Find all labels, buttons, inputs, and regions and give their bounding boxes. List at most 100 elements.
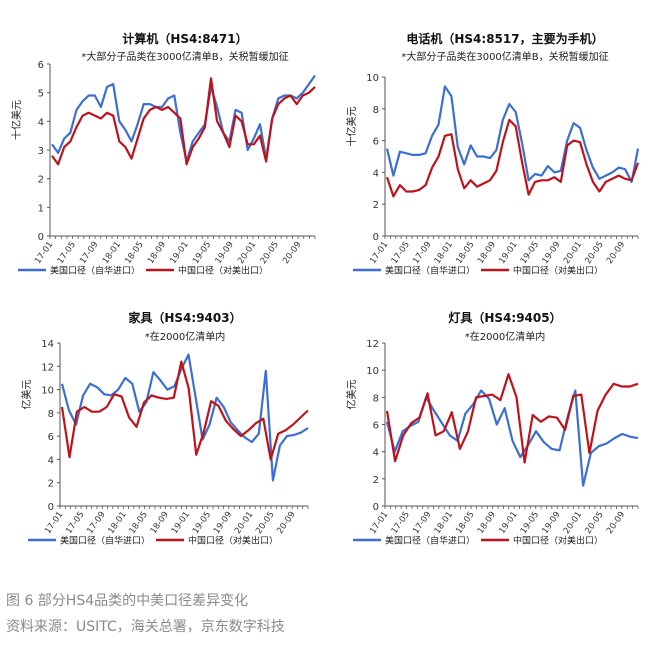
series-line-cn <box>60 360 309 461</box>
x-tick-label: 19-05 <box>191 240 213 266</box>
y-tick-label: 10 <box>41 386 54 397</box>
y-axis-label: 亿美元 <box>20 380 33 410</box>
x-tick-label: 20-09 <box>281 240 303 266</box>
x-tick-label: 19-01 <box>170 510 192 536</box>
x-tick-label: 20-05 <box>583 510 605 536</box>
x-tick-label: 20-05 <box>254 510 276 536</box>
legend-label: 中国口径（对美出口） <box>513 535 603 547</box>
x-tick-label: 18-05 <box>123 240 145 266</box>
y-tick-label: 0 <box>48 502 54 513</box>
series-line-cn <box>51 77 316 166</box>
x-tick-label: 20-09 <box>275 510 297 536</box>
x-tick-label: 19-01 <box>497 510 519 536</box>
legend-label: 中国口径（对美出口） <box>188 535 278 547</box>
x-tick-label: 19-09 <box>214 240 236 266</box>
y-tick-label: 3 <box>38 146 44 157</box>
x-tick-label: 18-05 <box>454 240 476 266</box>
chart-subtitle: *在2000亿清单内 <box>145 330 225 343</box>
series-line-us <box>60 353 309 482</box>
x-tick-label: 20-01 <box>562 510 584 536</box>
chart-subtitle: *大部分子品类在3000亿清单B，关税暂缓加征 <box>401 50 608 63</box>
chart-title: 计算机（HS4:8471） <box>122 31 247 46</box>
y-axis-label: 十亿美元 <box>10 100 23 140</box>
x-tick-label: 17-01 <box>368 510 390 536</box>
y-tick-label: 6 <box>38 60 44 71</box>
chart-title: 家具（HS4:9403） <box>128 310 241 325</box>
chart-title: 电话机（HS4:8517，主要为手机） <box>406 31 603 46</box>
chart-panel-1: 计算机（HS4:8471） *大部分子品类在3000亿清单B，关税暂缓加征十亿美元… <box>10 31 316 277</box>
legend-label: 中国口径（对美出口） <box>513 265 603 277</box>
x-tick-label: 19-01 <box>168 240 190 266</box>
x-tick-label: 17-09 <box>85 510 107 536</box>
y-tick-label: 8 <box>373 393 379 404</box>
x-tick-label: 17-09 <box>411 240 433 266</box>
x-tick-label: 17-01 <box>368 240 390 266</box>
x-tick-label: 17-09 <box>78 240 100 266</box>
legend-label: 美国口径（自华进口） <box>60 535 150 547</box>
x-tick-label: 18-05 <box>128 510 150 536</box>
y-tick-label: 0 <box>373 232 379 243</box>
y-tick-label: 4 <box>48 455 54 466</box>
chart-grid: 计算机（HS4:8471） *大部分子品类在3000亿清单B，关税暂缓加征十亿美元… <box>10 31 640 547</box>
legend-label: 美国口径（自华进口） <box>50 265 140 277</box>
x-tick-label: 18-09 <box>146 240 168 266</box>
x-tick-label: 19-09 <box>212 510 234 536</box>
y-axis-label: 十亿美元 <box>345 107 358 147</box>
figure-caption: 图 6 部分HS4品类的中美口径差异变化 <box>6 593 249 609</box>
x-tick-label: 20-09 <box>605 510 627 536</box>
y-tick-label: 12 <box>41 362 54 373</box>
chart-title: 灯具（HS4:9405） <box>448 310 561 325</box>
series-line-us <box>385 85 640 183</box>
x-tick-label: 17-05 <box>390 240 412 266</box>
x-tick-label: 17-05 <box>390 510 412 536</box>
y-tick-label: 4 <box>38 117 44 128</box>
chart-panel-2: 电话机（HS4:8517，主要为手机） *大部分子品类在3000亿清单B，关税暂缓… <box>345 31 640 277</box>
x-tick-label: 18-09 <box>476 240 498 266</box>
x-tick-label: 18-01 <box>101 240 123 266</box>
series-line-cn <box>385 373 639 464</box>
x-tick-label: 18-01 <box>433 510 455 536</box>
x-tick-label: 19-01 <box>497 240 519 266</box>
y-tick-label: 2 <box>48 479 54 490</box>
x-tick-label: 17-01 <box>33 240 55 266</box>
y-tick-label: 2 <box>38 175 44 186</box>
chart-subtitle: *在2000亿清单内 <box>465 330 545 343</box>
series-line-cn <box>385 118 640 198</box>
x-tick-label: 19-05 <box>519 510 541 536</box>
chart-subtitle: *大部分子品类在3000亿清单B，关税暂缓加征 <box>81 50 288 63</box>
legend-label: 美国口径（自华进口） <box>385 265 475 277</box>
y-tick-label: 6 <box>373 137 379 148</box>
x-tick-label: 18-05 <box>454 510 476 536</box>
y-tick-label: 1 <box>38 203 44 214</box>
x-tick-label: 20-05 <box>259 240 281 266</box>
x-tick-label: 17-09 <box>411 510 433 536</box>
y-tick-label: 10 <box>366 73 379 84</box>
y-tick-label: 0 <box>373 502 379 513</box>
y-tick-label: 0 <box>38 232 44 243</box>
y-tick-label: 2 <box>373 475 379 486</box>
y-tick-label: 4 <box>373 168 379 179</box>
x-tick-label: 17-05 <box>64 510 86 536</box>
y-tick-label: 8 <box>48 409 54 420</box>
y-tick-label: 5 <box>38 89 44 100</box>
y-axis-label: 亿美元 <box>345 380 358 410</box>
x-tick-label: 17-05 <box>56 240 78 266</box>
y-tick-label: 2 <box>373 200 379 211</box>
legend-label: 中国口径（对美出口） <box>178 265 268 277</box>
x-tick-label: 17-01 <box>43 510 65 536</box>
x-tick-label: 19-05 <box>191 510 213 536</box>
legend-label: 美国口径（自华进口） <box>385 535 475 547</box>
y-tick-label: 6 <box>373 421 379 432</box>
x-tick-label: 20-01 <box>233 510 255 536</box>
x-tick-label: 19-09 <box>540 240 562 266</box>
y-tick-label: 4 <box>373 448 379 459</box>
x-tick-label: 20-09 <box>605 240 627 266</box>
y-tick-label: 14 <box>41 339 54 350</box>
x-tick-label: 18-01 <box>106 510 128 536</box>
x-tick-label: 20-01 <box>236 240 258 266</box>
x-tick-label: 20-01 <box>562 240 584 266</box>
x-tick-label: 18-09 <box>476 510 498 536</box>
x-tick-label: 18-09 <box>149 510 171 536</box>
x-tick-label: 19-09 <box>540 510 562 536</box>
